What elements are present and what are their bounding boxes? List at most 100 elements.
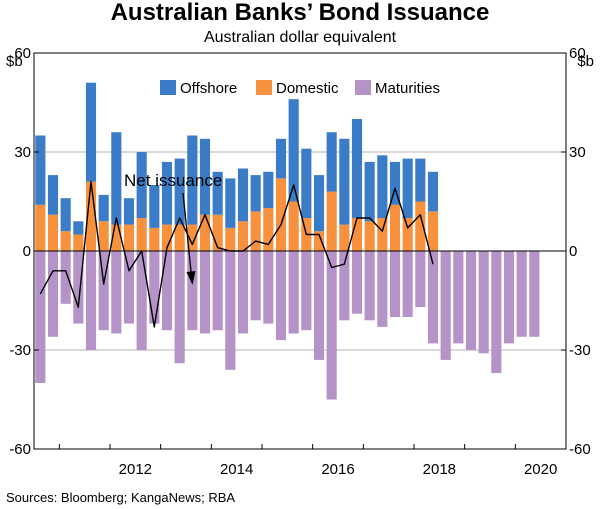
bar-domestic bbox=[364, 221, 375, 251]
bar-domestic bbox=[275, 178, 287, 251]
bar-offshore bbox=[351, 119, 363, 218]
bar-maturities bbox=[98, 251, 109, 331]
x-axis-ticks: 2012 2014 2016 2018 2020 bbox=[58, 444, 567, 478]
left-unit-label: $b bbox=[6, 53, 23, 70]
x-tick-label: 2014 bbox=[220, 461, 253, 478]
bar-series bbox=[34, 82, 566, 400]
y-axis-ticks: -60 -60 -30 -30 0 0 30 30 60 60 bbox=[9, 45, 590, 458]
bar-offshore bbox=[288, 99, 299, 202]
chart-source: Sources: Bloomberg; KangaNews; RBA bbox=[6, 490, 235, 505]
bar-maturities bbox=[516, 251, 527, 337]
bar-maturities bbox=[427, 251, 439, 344]
bar-offshore bbox=[263, 171, 274, 209]
bar-maturities bbox=[529, 251, 540, 337]
bar-maturities bbox=[123, 251, 135, 324]
bar-maturities bbox=[199, 251, 211, 334]
bar-maturities bbox=[225, 251, 236, 370]
bar-offshore bbox=[73, 221, 84, 235]
bar-offshore bbox=[427, 171, 439, 212]
bar-domestic bbox=[326, 191, 337, 251]
bar-offshore bbox=[98, 194, 109, 222]
bar-offshore bbox=[237, 168, 249, 222]
bar-domestic bbox=[73, 234, 84, 251]
bar-maturities bbox=[313, 251, 325, 360]
bar-domestic bbox=[47, 214, 59, 251]
bar-offshore bbox=[339, 138, 350, 225]
bar-offshore bbox=[136, 152, 147, 218]
legend-label-maturities: Maturities bbox=[375, 80, 440, 97]
bar-offshore bbox=[301, 148, 312, 218]
bar-domestic bbox=[123, 224, 135, 251]
bar-domestic bbox=[313, 231, 325, 251]
bar-domestic bbox=[415, 201, 426, 251]
bar-offshore bbox=[123, 198, 135, 225]
bar-offshore bbox=[85, 82, 97, 182]
bar-domestic bbox=[389, 204, 401, 251]
y-tick-label-left: 30 bbox=[14, 144, 31, 161]
bar-maturities bbox=[263, 251, 274, 324]
bar-maturities bbox=[85, 251, 97, 350]
net-issuance-label: Net issuance bbox=[124, 171, 222, 190]
bar-domestic bbox=[161, 224, 173, 251]
bar-maturities bbox=[389, 251, 401, 317]
bar-maturities bbox=[161, 251, 173, 331]
bar-maturities bbox=[326, 251, 337, 400]
bar-offshore bbox=[187, 135, 198, 225]
y-tick-label-left: 60 bbox=[14, 45, 31, 62]
bar-maturities bbox=[351, 251, 363, 314]
bar-maturities bbox=[237, 251, 249, 334]
legend-label-offshore: Offshore bbox=[180, 80, 237, 97]
net-issuance-annotation: Net issuance bbox=[124, 171, 222, 285]
bar-domestic bbox=[174, 224, 185, 251]
bar-maturities bbox=[478, 251, 489, 354]
bar-maturities bbox=[402, 251, 413, 317]
legend-swatch-offshore bbox=[160, 80, 176, 95]
bar-offshore bbox=[199, 138, 211, 215]
y-tick-label-right: 60 bbox=[569, 45, 586, 62]
bar-offshore bbox=[389, 161, 401, 205]
bar-maturities bbox=[440, 251, 451, 360]
bar-maturities bbox=[35, 251, 46, 383]
bar-offshore bbox=[313, 175, 325, 232]
bar-offshore bbox=[250, 175, 261, 212]
right-unit-label: $b bbox=[577, 53, 594, 70]
bar-domestic bbox=[111, 224, 122, 251]
bar-domestic bbox=[250, 211, 261, 251]
bar-domestic bbox=[237, 221, 249, 251]
bar-offshore bbox=[275, 138, 287, 179]
bar-maturities bbox=[111, 251, 122, 334]
bar-domestic bbox=[225, 227, 236, 251]
plot-frame bbox=[33, 52, 567, 450]
bar-domestic bbox=[187, 224, 198, 251]
bar-maturities bbox=[453, 251, 464, 344]
bar-offshore bbox=[377, 155, 388, 218]
chart-legend: Offshore Domestic Maturities bbox=[160, 80, 440, 97]
bar-domestic bbox=[98, 221, 109, 251]
y-tick-label-right: 0 bbox=[569, 243, 577, 260]
bar-domestic bbox=[212, 214, 223, 251]
bar-maturities bbox=[136, 251, 147, 350]
bar-maturities bbox=[60, 251, 71, 304]
bar-domestic bbox=[351, 218, 363, 251]
bar-offshore bbox=[111, 132, 122, 225]
bar-maturities bbox=[377, 251, 388, 327]
bar-domestic bbox=[427, 211, 439, 251]
x-tick-label: 2012 bbox=[119, 461, 152, 478]
bar-domestic bbox=[402, 218, 413, 251]
x-tick-label: 2016 bbox=[321, 461, 354, 478]
chart-subtitle: Australian dollar equivalent bbox=[204, 29, 397, 46]
bar-offshore bbox=[212, 171, 223, 215]
bar-offshore bbox=[149, 185, 160, 228]
bar-offshore bbox=[35, 135, 46, 205]
bar-offshore bbox=[364, 161, 375, 222]
bar-offshore bbox=[225, 178, 236, 228]
bar-domestic bbox=[149, 227, 160, 251]
bar-offshore bbox=[60, 198, 71, 232]
bar-maturities bbox=[47, 251, 59, 337]
bar-domestic bbox=[263, 208, 274, 251]
bar-offshore bbox=[326, 132, 337, 192]
bar-maturities bbox=[275, 251, 287, 341]
bar-maturities bbox=[503, 251, 515, 344]
bar-domestic bbox=[288, 201, 299, 251]
